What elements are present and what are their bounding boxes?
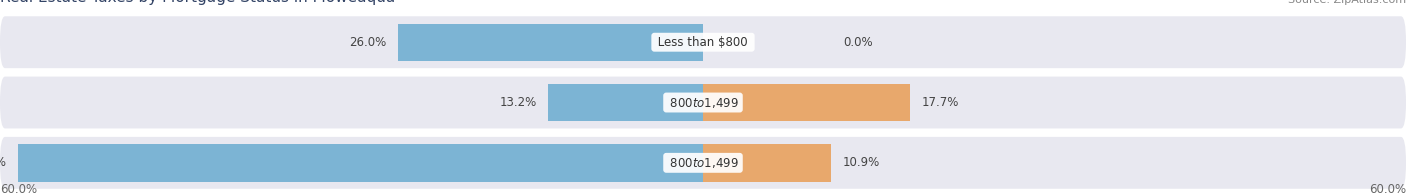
Text: 13.2%: 13.2% <box>499 96 537 109</box>
FancyBboxPatch shape <box>0 16 1406 68</box>
Text: 60.0%: 60.0% <box>1369 183 1406 196</box>
Text: Less than $800: Less than $800 <box>654 36 752 49</box>
Text: 60.0%: 60.0% <box>0 183 37 196</box>
Text: 10.9%: 10.9% <box>842 156 880 169</box>
Text: $800 to $1,499: $800 to $1,499 <box>666 156 740 170</box>
Text: Real Estate Taxes by Mortgage Status in Moweaqua: Real Estate Taxes by Mortgage Status in … <box>0 0 395 5</box>
Bar <box>18 144 703 181</box>
Bar <box>703 144 831 181</box>
FancyBboxPatch shape <box>0 77 1406 128</box>
FancyBboxPatch shape <box>0 137 1406 189</box>
Text: 58.5%: 58.5% <box>0 156 6 169</box>
Text: 26.0%: 26.0% <box>350 36 387 49</box>
Text: $800 to $1,499: $800 to $1,499 <box>666 95 740 110</box>
Text: 0.0%: 0.0% <box>844 36 873 49</box>
Text: Source: ZipAtlas.com: Source: ZipAtlas.com <box>1288 0 1406 5</box>
Bar <box>398 24 703 61</box>
Bar <box>703 84 911 121</box>
Bar <box>548 84 703 121</box>
Text: 17.7%: 17.7% <box>922 96 959 109</box>
